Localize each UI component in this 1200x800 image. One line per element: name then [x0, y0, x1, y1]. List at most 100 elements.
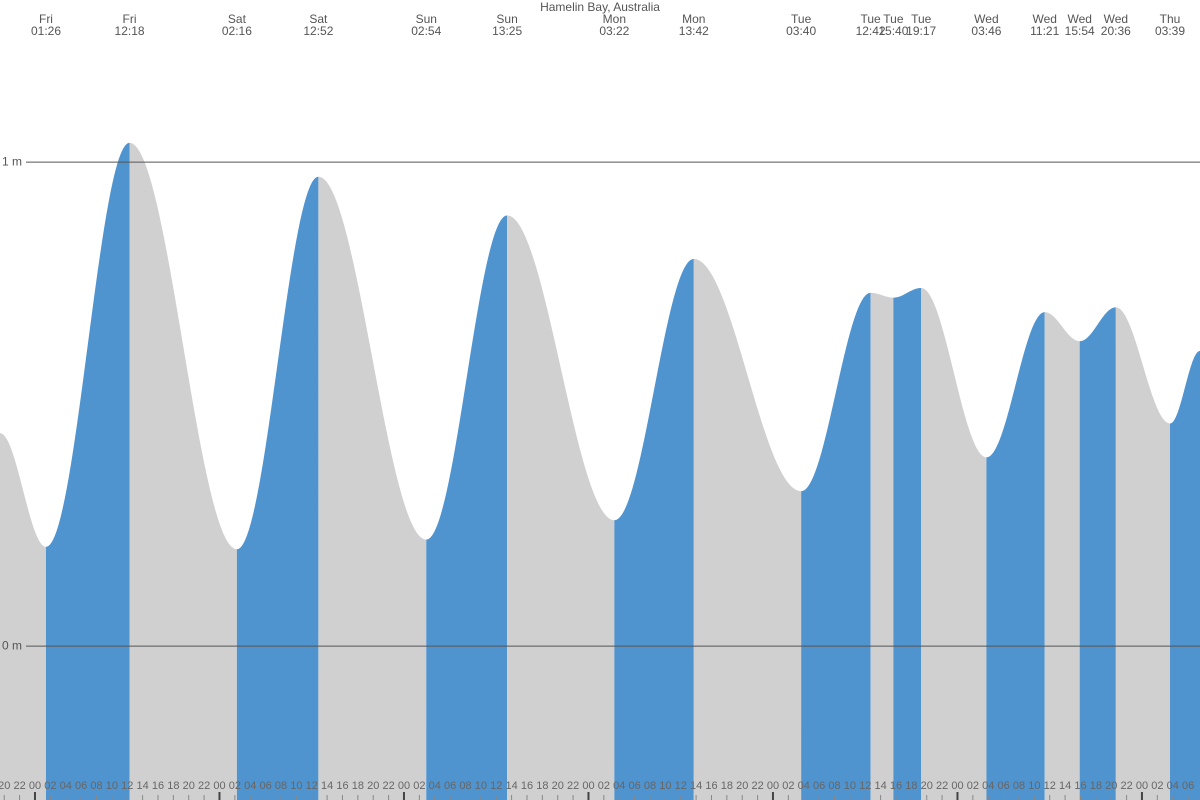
rising-area [893, 287, 922, 800]
x-tick-label: 16 [705, 780, 717, 792]
extremum-time: 12:18 [115, 24, 145, 38]
x-tick-label: 12 [1044, 780, 1056, 792]
x-tick-label: 10 [844, 780, 856, 792]
extremum-time: 15:54 [1065, 24, 1095, 38]
extremum-time: 11:21 [1030, 24, 1059, 38]
x-tick-label: 10 [1028, 780, 1040, 792]
rising-area [614, 258, 694, 800]
x-tick-label: 02 [598, 780, 610, 792]
x-tick-label: 20 [0, 780, 10, 792]
x-tick-label: 14 [1059, 780, 1071, 792]
x-tick-label: 00 [398, 780, 410, 792]
x-tick-label: 22 [567, 780, 579, 792]
x-tick-label: 14 [505, 780, 517, 792]
x-tick-label: 14 [874, 780, 886, 792]
x-tick-label: 22 [936, 780, 948, 792]
x-tick-label: 00 [29, 780, 41, 792]
extremum-day: Wed [974, 12, 998, 26]
y-tick-label: 1 m [2, 154, 22, 168]
x-tick-label: 08 [90, 780, 102, 792]
x-tick-label: 04 [429, 780, 441, 792]
x-tick-label: 20 [183, 780, 195, 792]
x-tick-label: 16 [336, 780, 348, 792]
x-tick-label: 02 [413, 780, 425, 792]
extremum-day: Mon [603, 12, 626, 26]
x-tick-label: 22 [198, 780, 210, 792]
x-tick-label: 08 [828, 780, 840, 792]
rising-area [1079, 307, 1116, 800]
x-tick-label: 10 [475, 780, 487, 792]
falling-area [507, 215, 615, 800]
extremum-day: Tue [883, 12, 904, 26]
extremum-day: Sun [496, 12, 517, 26]
x-tick-label: 12 [859, 780, 871, 792]
rising-area [45, 142, 130, 800]
extremum-time: 19:17 [906, 24, 936, 38]
extremum-day: Tue [911, 12, 932, 26]
extremum-day: Tue [791, 12, 812, 26]
x-tick-label: 16 [152, 780, 164, 792]
x-tick-label: 06 [444, 780, 456, 792]
extremum-time: 03:22 [599, 24, 629, 38]
rising-area [986, 312, 1045, 800]
x-tick-label: 04 [982, 780, 994, 792]
x-tick-label: 10 [106, 780, 118, 792]
x-tick-label: 08 [275, 780, 287, 792]
extremum-day: Tue [860, 12, 881, 26]
x-tick-label: 18 [167, 780, 179, 792]
falling-area [693, 258, 802, 800]
x-tick-label: 20 [736, 780, 748, 792]
x-tick-label: 18 [1090, 780, 1102, 792]
extremum-day: Wed [1067, 12, 1091, 26]
x-tick-label: 06 [628, 780, 640, 792]
x-tick-label: 20 [1105, 780, 1117, 792]
x-tick-label: 04 [798, 780, 810, 792]
x-tick-label: 00 [582, 780, 594, 792]
x-tick-label: 22 [1120, 780, 1132, 792]
x-tick-label: 14 [690, 780, 702, 792]
extremum-day: Fri [123, 12, 137, 26]
extremum-time: 02:16 [222, 24, 252, 38]
x-tick-label: 06 [75, 780, 87, 792]
x-tick-label: 08 [644, 780, 656, 792]
extremum-day: Fri [39, 12, 53, 26]
x-tick-label: 10 [290, 780, 302, 792]
extremum-day: Sat [309, 12, 328, 26]
rising-area [426, 215, 508, 800]
x-tick-label: 02 [1151, 780, 1163, 792]
chart-title: Hamelin Bay, Australia [540, 0, 660, 14]
extremum-time: 01:26 [31, 24, 61, 38]
extremum-time: 02:54 [411, 24, 441, 38]
x-tick-label: 10 [659, 780, 671, 792]
x-tick-label: 04 [60, 780, 72, 792]
x-tick-label: 20 [921, 780, 933, 792]
x-tick-label: 02 [44, 780, 56, 792]
x-tick-label: 20 [552, 780, 564, 792]
extremum-day: Thu [1160, 12, 1181, 26]
x-tick-label: 02 [967, 780, 979, 792]
extremum-time: 15:40 [878, 24, 908, 38]
x-tick-label: 06 [997, 780, 1009, 792]
rising-area [801, 292, 871, 800]
falling-area [318, 176, 427, 800]
x-tick-label: 00 [767, 780, 779, 792]
x-tick-label: 16 [1074, 780, 1086, 792]
x-tick-label: 12 [675, 780, 687, 792]
rising-area [236, 176, 319, 800]
x-tick-label: 18 [352, 780, 364, 792]
x-tick-label: 02 [782, 780, 794, 792]
falling-area [129, 142, 237, 800]
x-tick-label: 18 [536, 780, 548, 792]
extremum-time: 03:39 [1155, 24, 1185, 38]
rising-area [1170, 350, 1200, 800]
extremum-day: Wed [1104, 12, 1128, 26]
x-tick-label: 22 [13, 780, 25, 792]
extremum-time: 12:42 [856, 24, 886, 38]
x-tick-label: 12 [306, 780, 318, 792]
x-tick-label: 06 [1182, 780, 1194, 792]
x-tick-label: 12 [490, 780, 502, 792]
x-tick-label: 06 [259, 780, 271, 792]
extremum-time: 12:52 [303, 24, 333, 38]
